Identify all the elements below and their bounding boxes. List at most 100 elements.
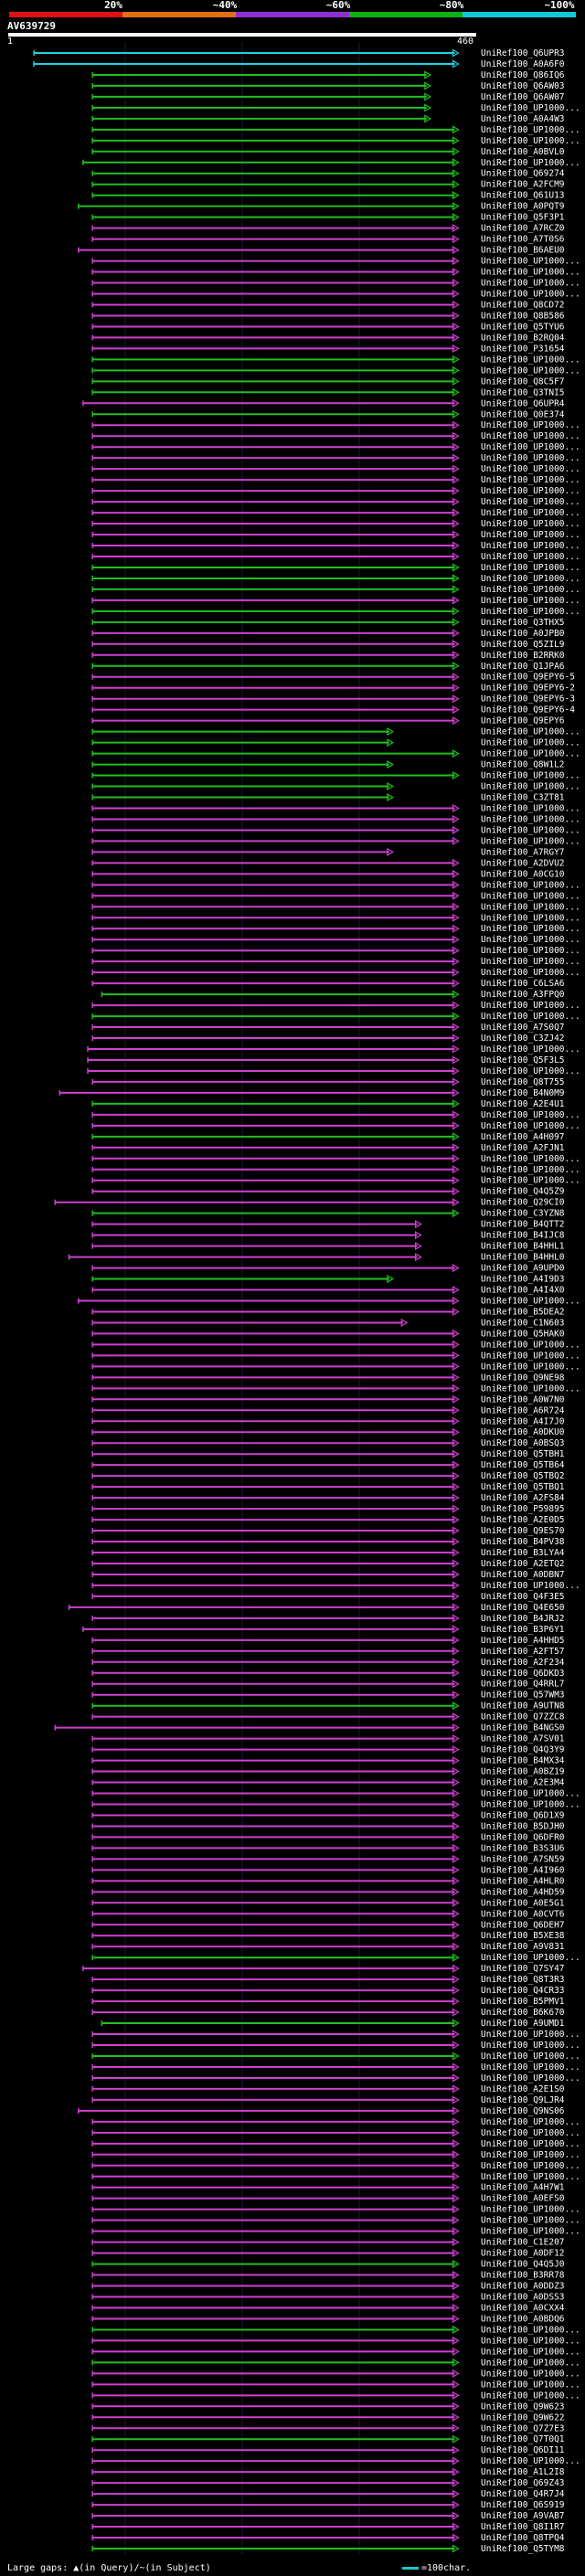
- hit-row[interactable]: UniRef100_Q8CD72: [91, 300, 565, 310]
- hit-label[interactable]: UniRef100_B4IJC8: [481, 1231, 565, 1241]
- hit-row[interactable]: UniRef100_Q8T755: [91, 1077, 565, 1087]
- hit-label[interactable]: UniRef100_C6LSA6: [481, 979, 565, 989]
- hit-row[interactable]: UniRef100_Q5TB64: [91, 1460, 565, 1470]
- hit-row[interactable]: UniRef100_UP1000...: [91, 727, 580, 737]
- hit-row[interactable]: UniRef100_A2FT57: [91, 1647, 565, 1657]
- hit-label[interactable]: UniRef100_UP1000...: [481, 814, 580, 824]
- hit-label[interactable]: UniRef100_Q6UPR3: [481, 48, 565, 58]
- hit-row[interactable]: UniRef100_UP1000...: [91, 880, 580, 890]
- hit-row[interactable]: UniRef100_UP1000...: [91, 946, 580, 956]
- hit-label[interactable]: UniRef100_C3YZN8: [481, 1209, 565, 1219]
- hit-label[interactable]: UniRef100_Q0E374: [481, 409, 565, 419]
- hit-label[interactable]: UniRef100_UP1000...: [481, 1154, 580, 1164]
- hit-label[interactable]: UniRef100_A7RGY7: [481, 847, 565, 857]
- hit-label[interactable]: UniRef100_UP1000...: [481, 2139, 580, 2149]
- hit-label[interactable]: UniRef100_B3RR78: [481, 2271, 565, 2281]
- hit-row[interactable]: UniRef100_UP1000...: [91, 891, 580, 901]
- hit-label[interactable]: UniRef100_Q8I1R7: [481, 2522, 565, 2532]
- hit-label[interactable]: UniRef100_UP1000...: [481, 957, 580, 967]
- hit-label[interactable]: UniRef100_Q4Q3Y9: [481, 1745, 565, 1755]
- hit-row[interactable]: UniRef100_UP1000...: [91, 2172, 580, 2182]
- hit-row[interactable]: UniRef100_UP1000...: [87, 1044, 580, 1055]
- hit-label[interactable]: UniRef100_A4HHD5: [481, 1636, 565, 1646]
- hit-label[interactable]: UniRef100_A2FJN1: [481, 1143, 565, 1153]
- hit-label[interactable]: UniRef100_UP1000...: [481, 2030, 580, 2040]
- hit-label[interactable]: UniRef100_UP1000...: [481, 268, 580, 278]
- hit-row[interactable]: UniRef100_A0BZ19: [91, 1767, 565, 1777]
- hit-label[interactable]: UniRef100_UP1000...: [481, 2205, 580, 2215]
- hit-row[interactable]: UniRef100_UP1000...: [91, 1799, 580, 1809]
- hit-label[interactable]: UniRef100_UP1000...: [481, 2161, 580, 2171]
- hit-row[interactable]: UniRef100_UP1000...: [91, 803, 580, 813]
- hit-label[interactable]: UniRef100_Q5TBQ2: [481, 1471, 565, 1481]
- hit-label[interactable]: UniRef100_B5DEA2: [481, 1307, 565, 1317]
- hit-row[interactable]: UniRef100_UP1000...: [91, 2062, 580, 2072]
- hit-label[interactable]: UniRef100_Q9EPY6-2: [481, 684, 575, 694]
- hit-row[interactable]: UniRef100_UP1000...: [91, 2150, 580, 2160]
- hit-label[interactable]: UniRef100_A0EFS0: [481, 2194, 565, 2204]
- hit-label[interactable]: UniRef100_A7RCZ0: [481, 224, 565, 234]
- hit-label[interactable]: UniRef100_A2FS84: [481, 1493, 565, 1503]
- hit-row[interactable]: UniRef100_Q8I1R7: [91, 2522, 565, 2532]
- hit-row[interactable]: UniRef100_Q8T3R3: [91, 1975, 565, 1985]
- hit-row[interactable]: UniRef100_C3ZT81: [91, 793, 565, 803]
- hit-label[interactable]: UniRef100_Q86IQ6: [481, 70, 565, 80]
- hit-label[interactable]: UniRef100_Q5TB64: [481, 1460, 565, 1470]
- hit-label[interactable]: UniRef100_UP1000...: [481, 2227, 580, 2237]
- hit-label[interactable]: UniRef100_UP1000...: [481, 913, 580, 923]
- hit-label[interactable]: UniRef100_UP1000...: [481, 1297, 580, 1307]
- hit-label[interactable]: UniRef100_Q5TYM8: [481, 2544, 565, 2554]
- hit-label[interactable]: UniRef100_UP1000...: [481, 136, 580, 146]
- hit-row[interactable]: UniRef100_UP1000...: [91, 1789, 580, 1799]
- hit-row[interactable]: UniRef100_A4H097: [91, 1132, 565, 1142]
- hit-row[interactable]: UniRef100_UP1000...: [91, 2051, 580, 2062]
- hit-row[interactable]: UniRef100_UP1000...: [91, 2390, 580, 2401]
- hit-row[interactable]: UniRef100_UP1000...: [91, 431, 580, 441]
- hit-row[interactable]: UniRef100_B4HHL1: [91, 1242, 565, 1252]
- hit-label[interactable]: UniRef100_UP1000...: [481, 2380, 580, 2390]
- hit-label[interactable]: UniRef100_UP1000...: [481, 2325, 580, 2335]
- hit-row[interactable]: UniRef100_A4I4X0: [91, 1286, 565, 1296]
- hit-label[interactable]: UniRef100_Q9W623: [481, 2401, 565, 2412]
- hit-label[interactable]: UniRef100_Q9NE98: [481, 1373, 565, 1383]
- hit-label[interactable]: UniRef100_UP1000...: [481, 1121, 580, 1131]
- hit-row[interactable]: UniRef100_UP1000...: [82, 158, 580, 168]
- hit-label[interactable]: UniRef100_Q8CD72: [481, 300, 565, 310]
- hit-row[interactable]: UniRef100_B3RR78: [91, 2271, 565, 2281]
- hit-row[interactable]: UniRef100_UP1000...: [91, 825, 580, 835]
- hit-row[interactable]: UniRef100_UP1000...: [91, 968, 580, 978]
- hit-row[interactable]: UniRef100_A4I7J0: [91, 1416, 565, 1426]
- hit-row[interactable]: UniRef100_UP1000...: [91, 2380, 580, 2390]
- hit-label[interactable]: UniRef100_A0E5G1: [481, 1898, 565, 1908]
- hit-row[interactable]: UniRef100_Q69274: [91, 169, 565, 179]
- hit-row[interactable]: UniRef100_Q6DKD3: [91, 1669, 565, 1679]
- hit-label[interactable]: UniRef100_A4I9D3: [481, 1275, 565, 1285]
- hit-row[interactable]: UniRef100_Q57WM3: [91, 1691, 565, 1701]
- hit-row[interactable]: UniRef100_UP1000...: [91, 1340, 580, 1350]
- hit-label[interactable]: UniRef100_A0CXX4: [481, 2303, 565, 2313]
- hit-row[interactable]: UniRef100_Q8TPQ4: [91, 2533, 565, 2543]
- hit-label[interactable]: UniRef100_Q5TBQ1: [481, 1482, 565, 1492]
- hit-label[interactable]: UniRef100_UP1000...: [481, 1176, 580, 1186]
- hit-label[interactable]: UniRef100_A2F234: [481, 1658, 565, 1668]
- hit-row[interactable]: UniRef100_UP1000...: [78, 1297, 580, 1307]
- hit-label[interactable]: UniRef100_UP1000...: [481, 880, 580, 890]
- hit-label[interactable]: UniRef100_B4PV38: [481, 1537, 565, 1547]
- hit-label[interactable]: UniRef100_UP1000...: [481, 1789, 580, 1799]
- hit-row[interactable]: UniRef100_A7S0Q7: [91, 1023, 565, 1033]
- hit-row[interactable]: UniRef100_A0CVT6: [91, 1909, 565, 1919]
- hit-row[interactable]: UniRef100_A9VAB7: [91, 2511, 565, 2521]
- hit-row[interactable]: UniRef100_Q7Z7E3: [91, 2423, 565, 2433]
- hit-label[interactable]: UniRef100_UP1000...: [481, 158, 580, 168]
- hit-label[interactable]: UniRef100_P31654: [481, 344, 565, 354]
- hit-row[interactable]: UniRef100_Q4Q3Y9: [91, 1745, 565, 1755]
- hit-row[interactable]: UniRef100_A9UMD1: [101, 2019, 565, 2029]
- hit-row[interactable]: UniRef100_A2E0D5: [91, 1515, 565, 1525]
- hit-label[interactable]: UniRef100_UP1000...: [481, 727, 580, 737]
- hit-label[interactable]: UniRef100_UP1000...: [481, 475, 580, 485]
- hit-label[interactable]: UniRef100_UP1000...: [481, 431, 580, 441]
- hit-row[interactable]: UniRef100_A2E3M4: [91, 1778, 565, 1788]
- hit-row[interactable]: UniRef100_Q9NS06: [78, 2106, 565, 2116]
- hit-label[interactable]: UniRef100_Q3THX5: [481, 618, 565, 628]
- hit-label[interactable]: UniRef100_UP1000...: [481, 486, 580, 496]
